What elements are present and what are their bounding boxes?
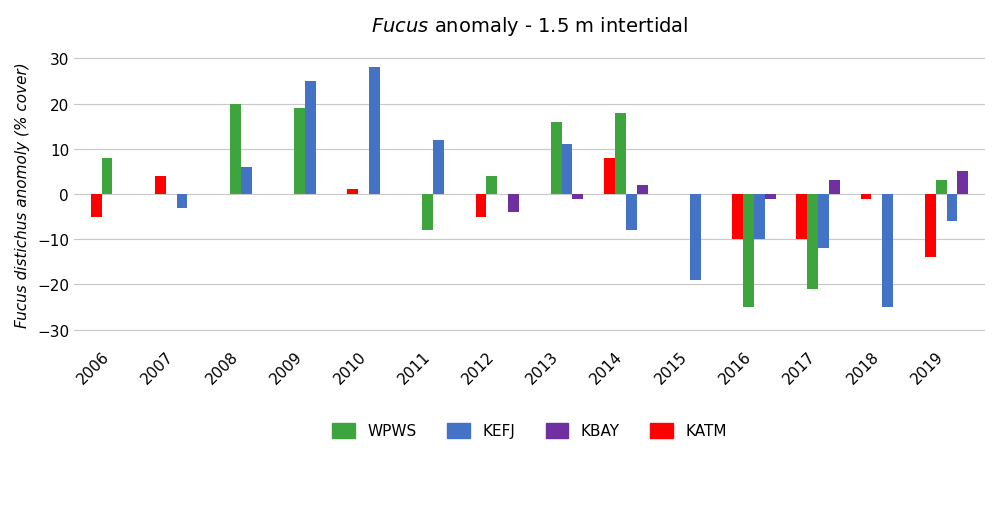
Bar [807, 194, 818, 289]
Bar [882, 194, 893, 308]
Bar [572, 194, 583, 199]
Y-axis label: Fucus distichus anomoly (% cover): Fucus distichus anomoly (% cover) [15, 62, 30, 327]
Bar [422, 194, 433, 231]
Bar [626, 194, 637, 231]
Bar [936, 181, 947, 194]
Bar [305, 82, 316, 194]
Bar [947, 194, 957, 222]
Bar [732, 194, 743, 240]
Bar [957, 172, 968, 194]
Bar [690, 194, 701, 280]
Bar [754, 194, 765, 240]
Bar [765, 194, 776, 199]
Bar [91, 194, 102, 217]
Bar [476, 194, 486, 217]
Bar [102, 159, 112, 194]
Bar [508, 194, 519, 213]
Bar [861, 194, 871, 199]
Bar [818, 194, 829, 249]
Bar [604, 159, 615, 194]
Title: $\it{Fucus}$ anomaly - 1.5 m intertidal: $\it{Fucus}$ anomaly - 1.5 m intertidal [371, 15, 688, 38]
Bar [743, 194, 754, 308]
Bar [551, 123, 562, 194]
Bar [177, 194, 187, 208]
Bar [615, 114, 626, 194]
Bar [294, 109, 305, 194]
Bar [486, 177, 497, 194]
Bar [637, 186, 648, 194]
Bar [155, 177, 166, 194]
Bar [230, 105, 241, 194]
Bar [347, 190, 358, 194]
Bar [829, 181, 840, 194]
Bar [369, 68, 380, 194]
Bar [562, 145, 572, 194]
Bar [241, 168, 252, 194]
Bar [796, 194, 807, 240]
Bar [925, 194, 936, 258]
Bar [433, 140, 444, 194]
Legend: WPWS, KEFJ, KBAY, KATM: WPWS, KEFJ, KBAY, KATM [326, 417, 733, 445]
